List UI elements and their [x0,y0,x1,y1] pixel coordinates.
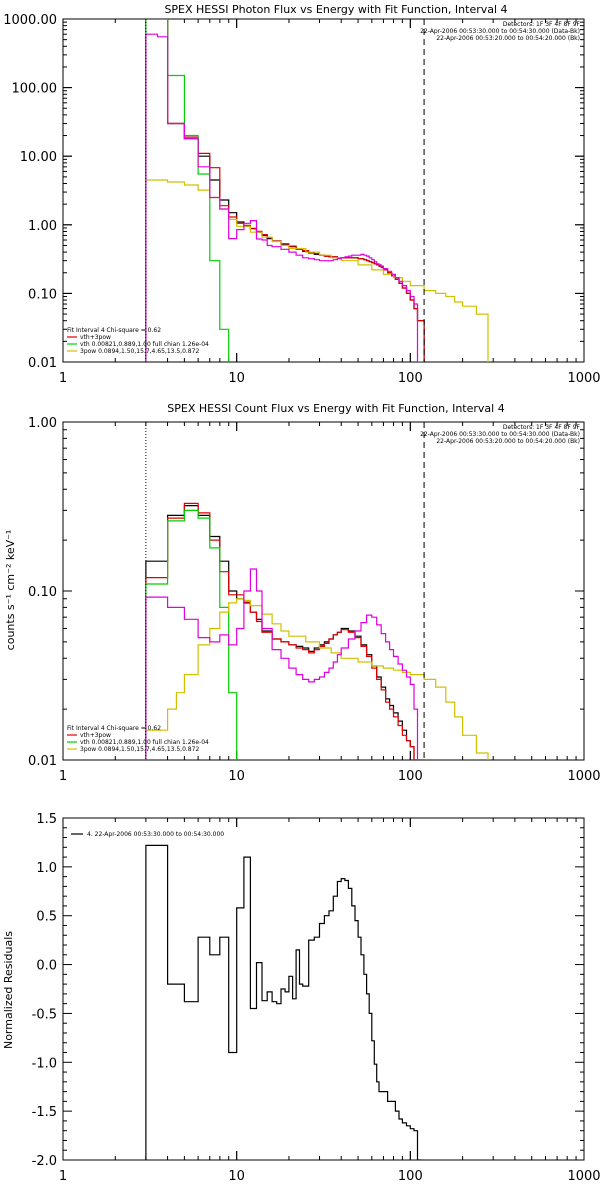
y-tick-label: 0.01 [28,754,57,769]
count-flux-panel: SPEX HESSI Count Flux vs Energy with Fit… [4,402,600,784]
series-line [145,505,425,760]
info-text: Detectors: 1F 3F 4F 8F 9F [503,21,581,28]
series-group [145,844,422,1160]
count-flux-y-axis-label: counts s⁻¹ cm⁻² keV⁻¹ [4,530,17,651]
series-line [145,598,489,760]
legend-text: vth 0.00821,0.889,1.00 full chian 1.26e-… [80,341,209,348]
y-tick-label: 0.10 [28,287,57,302]
plot-frame [62,18,585,363]
x-tick-label: 100 [398,769,423,784]
legend-text: 3pow 0.0894,1.50,15.7,4.65,13.5,0.872 [80,746,199,753]
y-tick-label: -0.5 [32,1007,57,1022]
info-text: 22-Apr-2006 00:53:30.000 to 00:54:30.000… [420,431,580,438]
y-tick-label: 100.00 [12,82,58,97]
legend-text: 3pow 0.0894,1.50,15.7,4.65,13.5,0.872 [80,348,199,355]
info-text: 22-Apr-2006 00:53:20.000 to 00:54:20.000… [436,35,580,42]
y-tick-label: 0.10 [28,585,57,600]
y-tick-label: 0.0 [36,959,57,974]
series-line [145,19,425,362]
x-tick-label: 10 [228,769,245,784]
x-tick-label: 100 [398,1169,423,1184]
y-tick-label: 1.5 [36,812,57,827]
series-line [145,509,238,760]
info-text: 22-Apr-2006 00:53:30.000 to 00:54:30.000… [420,28,580,35]
y-tick-label: 1.0 [36,861,57,876]
info-text: 22-Apr-2006 00:53:20.000 to 00:54:20.000… [436,438,580,445]
photon-flux-title: SPEX HESSI Photon Flux vs Energy with Fi… [164,3,507,16]
plot-frame [62,421,585,761]
x-tick-label: 10 [228,371,245,386]
x-tick-label: 10 [228,1169,245,1184]
x-tick-label: 1 [59,769,67,784]
y-tick-label: -1.0 [32,1056,57,1071]
x-tick-label: 100 [398,371,423,386]
series-group [145,502,489,760]
series-line [145,19,425,362]
y-tick-label: -1.5 [32,1105,57,1120]
residuals-panel: Normalized Residuals 1 10 100 1000 -2.0 -1.5 -… [2,812,600,1184]
series-group [145,19,489,362]
y-tick-label: 0.5 [36,910,57,925]
x-tick-label: 1 [59,1169,67,1184]
y-tick-label: 1.00 [28,219,57,234]
legend-text: 4. 22-Apr-2006 00:53:30.000 to 00:54:30.… [87,831,224,838]
legend-text: Fit Interval 4 Chi-square = 0.62 [67,725,161,732]
info-text: Detectors: 1F 3F 4F 8F 9F [503,424,581,431]
x-tick-label: 1000 [567,371,600,386]
residuals-y-axis-label: Normalized Residuals [2,931,15,1049]
x-tick-label: 1000 [567,769,600,784]
series-line [145,844,422,1160]
y-tick-label: 1.00 [28,416,57,431]
series-line [145,568,425,760]
y-tick-label: 1000.00 [3,13,57,28]
series-line [145,19,230,362]
legend-text: vth+3pow [80,334,111,341]
x-tick-label: 1000 [567,1169,600,1184]
photon-flux-panel: SPEX HESSI Photon Flux vs Energy with Fi… [3,3,600,386]
legend-text: Fit Interval 4 Chi-square = 0.62 [67,327,161,334]
series-line [145,502,425,760]
legend-text: vth 0.00821,0.889,1.00 full chian 1.26e-… [80,739,209,746]
series-line [145,179,489,362]
y-tick-label: -2.0 [32,1154,57,1169]
series-line [145,33,425,362]
y-tick-label: 0.01 [28,356,57,371]
count-flux-title: SPEX HESSI Count Flux vs Energy with Fit… [167,402,504,415]
y-tick-label: 10.00 [20,150,57,165]
legend-text: vth+3pow [80,732,111,739]
plot-frame [62,817,585,1161]
x-tick-label: 1 [59,371,67,386]
